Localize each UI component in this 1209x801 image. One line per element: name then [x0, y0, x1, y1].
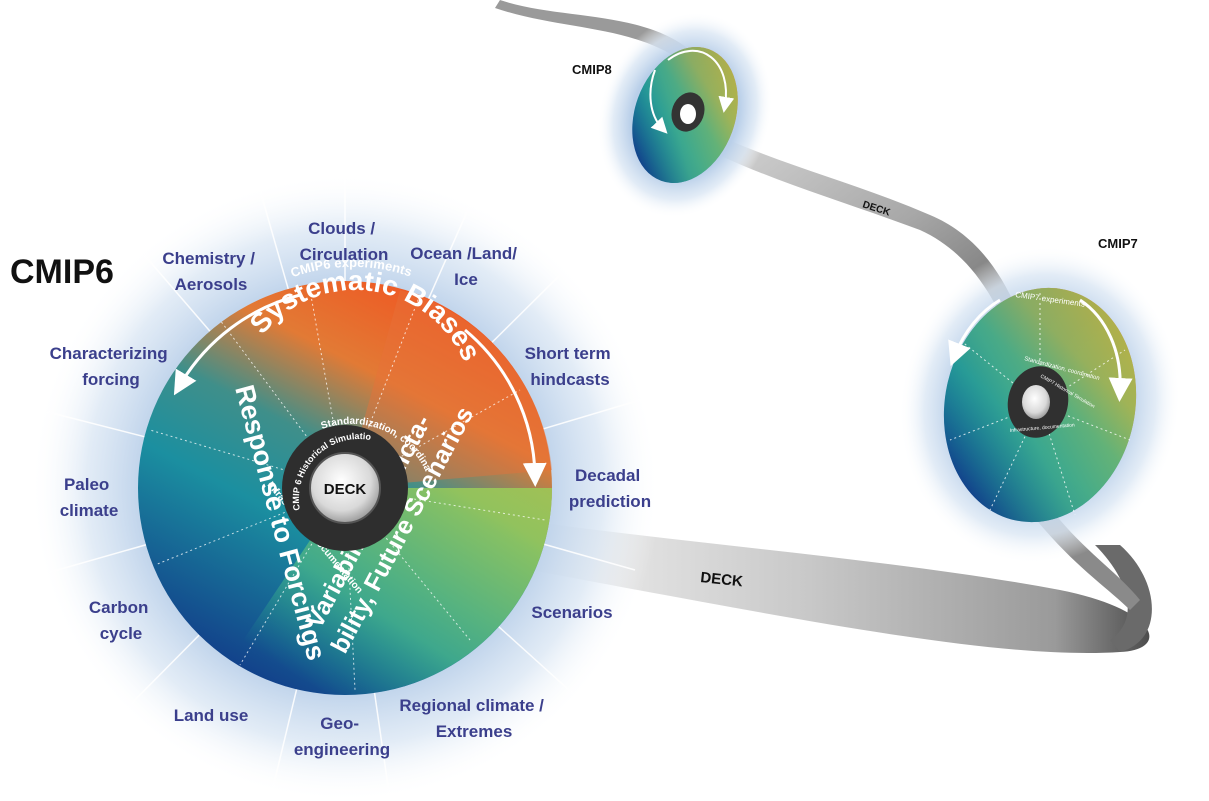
cmip7-title: CMIP7 [1098, 236, 1138, 251]
label-ocean: Ocean /Land/ Ice [410, 244, 521, 289]
label-forcing: Characterizing forcing [50, 344, 173, 389]
cmip6-title: CMIP6 [10, 253, 114, 291]
inner-spokes [149, 289, 546, 691]
label-clouds: Clouds / Circulation [300, 219, 389, 264]
cmip7-wheel: CMIP7 experiments Standardization, coord… [899, 236, 1181, 565]
cmip7-infrastructure-label: Infrastructure, documentation [1010, 422, 1076, 434]
top-ribbon [495, 0, 690, 60]
label-land-use: Land use [174, 706, 249, 725]
outer-labels: Clouds / Circulation Ocean /Land/ Ice Sh… [50, 219, 652, 759]
cmip6-wheel: CMIP6 experiments Systematic Biases Stan… [30, 173, 660, 801]
deck-label-lower: DECK [700, 569, 744, 590]
deck-hub-label: DECK [324, 481, 367, 498]
label-geo: Geo- engineering [294, 714, 390, 759]
label-short-term: Short term hindcasts [525, 344, 616, 389]
cmip8-title: CMIP8 [572, 62, 612, 77]
label-carbon: Carbon cycle [89, 598, 153, 643]
label-scenarios: Scenarios [531, 603, 612, 622]
label-chemistry: Chemistry / Aerosols [162, 249, 259, 294]
label-decadal: Decadal prediction [569, 466, 651, 511]
label-regional: Regional climate / Extremes [399, 696, 548, 741]
label-paleo: Paleo climate [60, 475, 119, 520]
cmip8-wheel: CMIP8 [572, 12, 773, 218]
deck-ribbon-lower: DECK [520, 520, 1152, 654]
